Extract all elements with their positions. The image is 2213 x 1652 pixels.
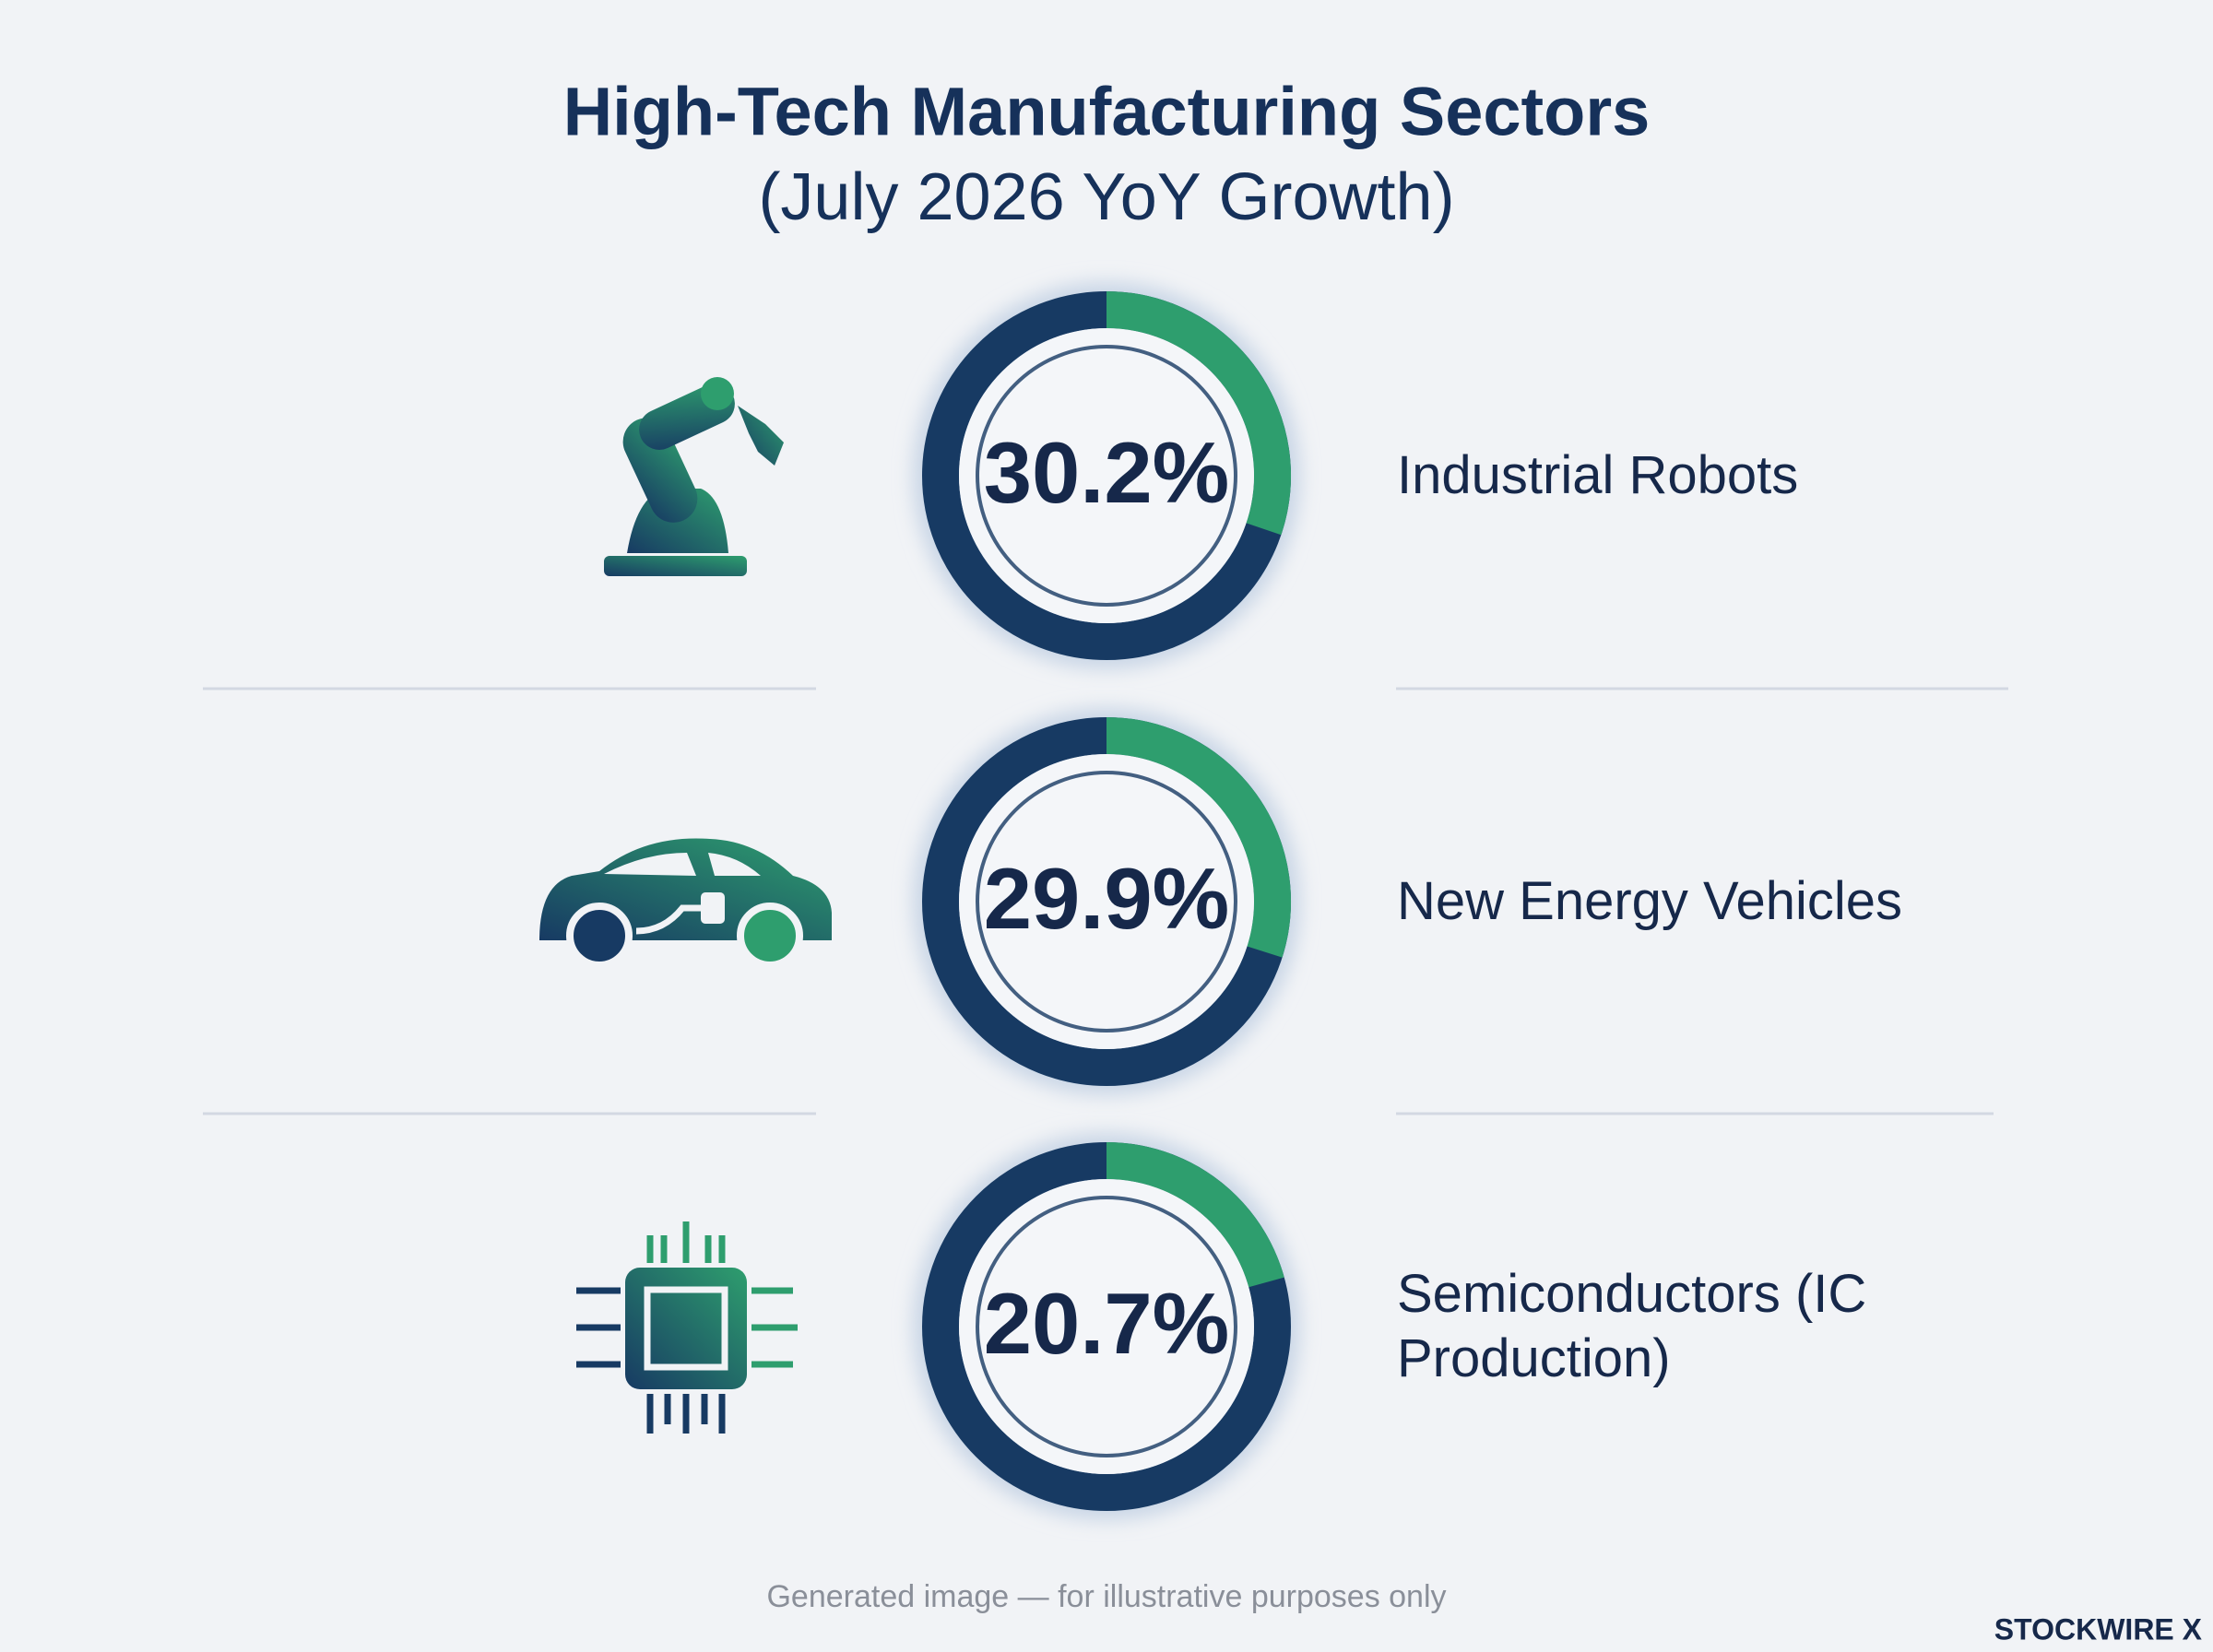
gauge-inner-fill [959, 1179, 1254, 1474]
car-wheel [566, 903, 633, 969]
robot-joint [701, 377, 734, 410]
gauge-inner-ring [976, 771, 1237, 1032]
robot-icon [604, 377, 784, 576]
category-label: Industrial Robots [1397, 445, 1799, 505]
car-wheel [737, 903, 803, 969]
gauge-arc [1106, 291, 1291, 536]
category-label: Semiconductors (IC Production) [1397, 1264, 1867, 1388]
gauge-arc [1106, 1142, 1284, 1288]
car-window [604, 853, 696, 876]
robot-lower-arm [622, 418, 698, 523]
brand: STOCKWIRE X [1994, 1612, 2203, 1646]
value-label: 29.9% [984, 850, 1230, 947]
dividers [203, 687, 2008, 1115]
chip-icon [576, 1221, 798, 1434]
footnote: Generated image — for illustrative purpo… [766, 1579, 1446, 1614]
gauge-inner-fill [959, 328, 1254, 623]
gauge-inner-ring [976, 1196, 1237, 1457]
chart-title: High-Tech Manufacturing Sectors [563, 74, 1651, 150]
value-label: 20.7% [984, 1275, 1230, 1372]
value-label: 30.2% [984, 424, 1230, 521]
chip-core [644, 1286, 728, 1371]
plug [701, 892, 725, 924]
robot-base [604, 556, 747, 576]
chip-body [625, 1268, 747, 1389]
car-icon [539, 838, 832, 969]
gauge-inner-ring [976, 345, 1237, 607]
car-window [708, 853, 761, 876]
category-label: New Energy Vehicles [1397, 871, 1903, 931]
plug-cord [635, 904, 715, 935]
robot-gripper [738, 406, 784, 466]
chart-subtitle: (July 2026 YoY Growth) [758, 160, 1454, 234]
gauge-inner-fill [959, 754, 1254, 1049]
gauge-arc [1106, 717, 1291, 958]
